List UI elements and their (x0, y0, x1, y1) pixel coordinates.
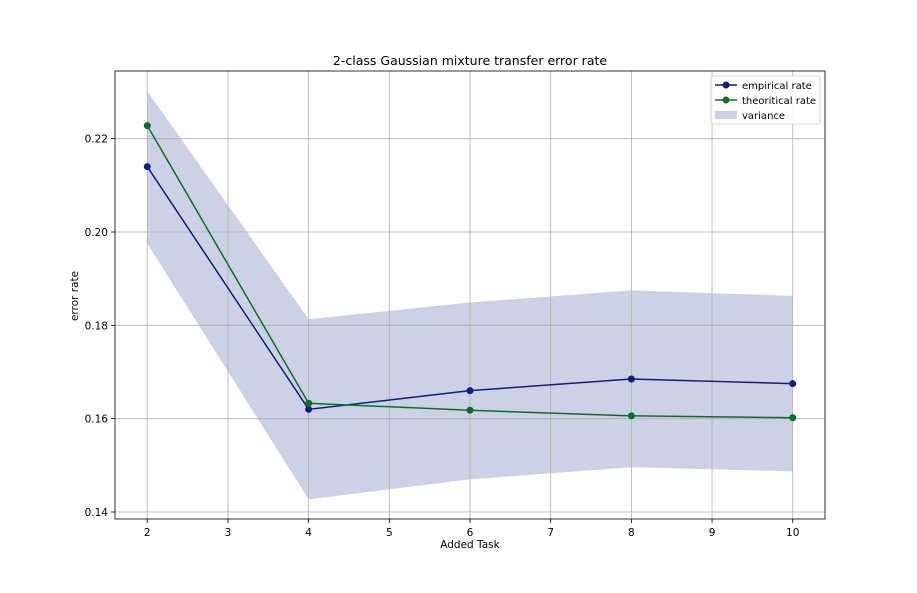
x-tick-label: 2 (144, 527, 151, 539)
x-tick-label: 3 (225, 527, 232, 539)
y-tick-label: 0.16 (85, 414, 109, 426)
x-tick-label: 5 (386, 527, 393, 539)
series-1-point (627, 375, 635, 383)
series-2-point (305, 399, 313, 407)
legend-marker-swatch (722, 81, 730, 89)
chart-title: 2-class Gaussian mixture transfer error … (333, 53, 607, 68)
y-tick-label: 0.20 (85, 227, 108, 239)
series-1-point (789, 380, 797, 388)
y-tick-label: 0.18 (85, 320, 108, 332)
x-tick-label: 4 (305, 527, 312, 539)
x-axis-label: Added Task (440, 539, 500, 551)
series-layer (143, 122, 797, 422)
x-tick-label: 10 (786, 527, 799, 539)
series-2-point (466, 406, 474, 414)
series-2-point (627, 412, 635, 420)
y-tick-label: 0.22 (85, 134, 108, 146)
x-tick-label: 7 (547, 527, 554, 539)
y-tick-label: 0.14 (85, 507, 109, 519)
series-2-point (143, 122, 151, 130)
x-tick-label: 9 (709, 527, 716, 539)
x-tick-label: 6 (467, 527, 474, 539)
x-tick-label: 8 (628, 527, 635, 539)
grid-layer (115, 71, 825, 519)
legend-band-swatch (715, 111, 737, 119)
y-axis-label: error rate (69, 271, 81, 321)
legend-box (710, 75, 821, 125)
legend-label: empirical rate (742, 81, 812, 92)
series-1-point (305, 405, 313, 413)
axes-layer: 2 3 4 5 6 7 8 9 10 0.14 0.16 0.18 0.20 0.22 (85, 70, 826, 539)
series-1-point (466, 387, 474, 395)
legend-marker-swatch (722, 96, 730, 104)
series-1-point (143, 163, 151, 171)
legend-label: theoritical rate (742, 96, 816, 107)
legend: empirical rate theoritical rate variance (710, 75, 821, 125)
legend-label: variance (742, 111, 785, 122)
series-2-point (789, 414, 797, 422)
